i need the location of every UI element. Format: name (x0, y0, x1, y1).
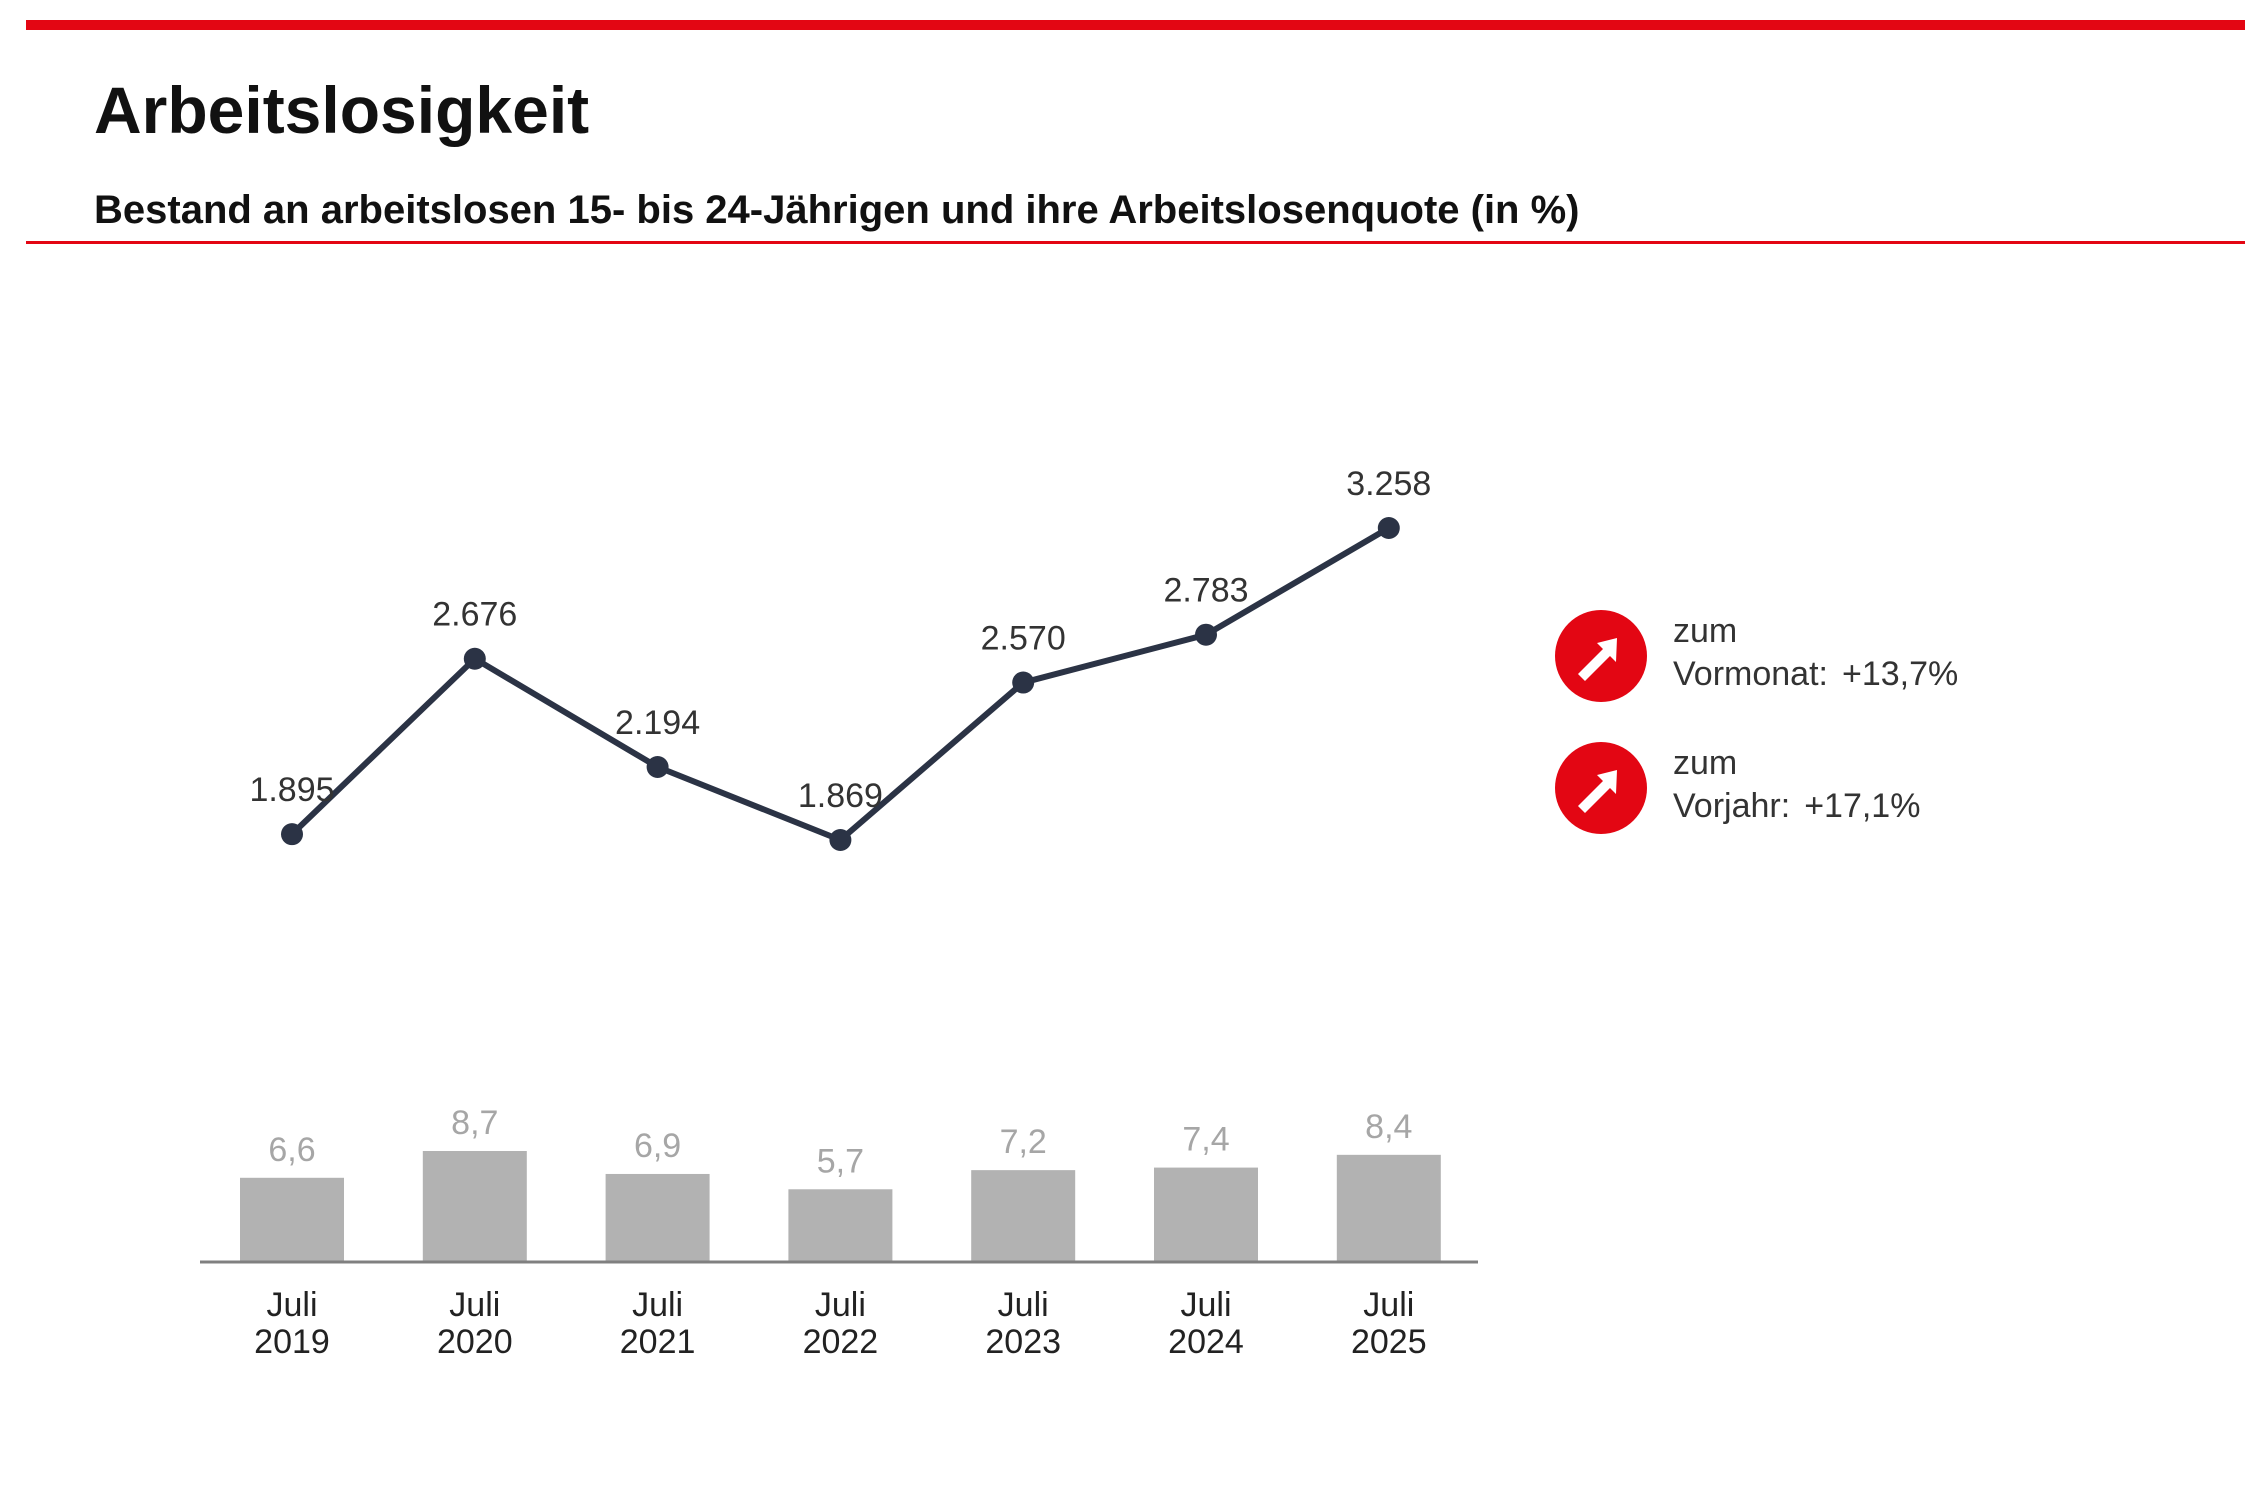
bar-value-label-3: 5,7 (817, 1142, 864, 1180)
x-tick-label-month-1: Juli (449, 1286, 500, 1324)
x-tick-label-month-2: Juli (632, 1286, 683, 1324)
bar-value-label-4: 7,2 (1000, 1123, 1047, 1161)
trend-vormonat-text: zum Vormonat: +13,7% (1673, 610, 1958, 696)
x-tick-label-month-5: Juli (1180, 1286, 1231, 1324)
x-tick-label-year-5: 2024 (1168, 1323, 1244, 1361)
line-value-label-5: 2.783 (1163, 572, 1248, 610)
trend-vormonat-label: Vormonat: (1673, 655, 1828, 693)
trend-vormonat: zum Vormonat: +13,7% (1555, 610, 1958, 702)
line-point-4 (1012, 671, 1035, 694)
bar-0 (240, 1177, 344, 1262)
bar-2 (605, 1173, 710, 1262)
x-tick-label-year-6: 2025 (1351, 1323, 1427, 1361)
top-accent-bar (26, 20, 2245, 30)
trend-vorjahr-value: +17,1% (1804, 787, 1921, 825)
x-tick-label-month-4: Juli (998, 1286, 1049, 1324)
arrow-up-right-icon (1555, 610, 1647, 702)
trend-vorjahr-label: Vorjahr: (1673, 787, 1791, 825)
bar-4 (971, 1170, 1076, 1262)
bar-value-label-0: 6,6 (268, 1131, 315, 1169)
line-point-2 (646, 755, 669, 778)
page-title: Arbeitslosigkeit (94, 73, 590, 147)
x-tick-label-year-3: 2022 (803, 1323, 879, 1361)
trend-vorjahr-line1: zum (1673, 744, 1738, 782)
arrow-up-right-icon (1555, 742, 1647, 834)
line-value-label-3: 1.869 (798, 777, 883, 815)
bar-value-label-1: 8,7 (451, 1104, 498, 1142)
line-value-label-4: 2.570 (981, 620, 1066, 658)
x-tick-label-month-6: Juli (1363, 1286, 1414, 1324)
x-tick-label-year-0: 2019 (254, 1323, 330, 1361)
trend-vorjahr-text: zum Vorjahr: +17,1% (1673, 742, 1920, 828)
subtitle-divider (26, 241, 2245, 244)
bar-3 (788, 1189, 893, 1262)
x-tick-label-year-4: 2023 (985, 1323, 1061, 1361)
x-tick-label-month-0: Juli (266, 1286, 317, 1324)
bar-5 (1154, 1167, 1258, 1262)
line-value-label-1: 2.676 (432, 596, 517, 634)
trend-vormonat-value: +13,7% (1841, 655, 1959, 693)
line-value-label-6: 3.258 (1346, 465, 1431, 503)
line-point-1 (463, 647, 486, 670)
bar-value-label-2: 6,9 (634, 1127, 681, 1165)
line-point-5 (1195, 623, 1217, 646)
bar-6 (1336, 1154, 1441, 1262)
page-subtitle: Bestand an arbeitslosen 15- bis 24-Jähri… (94, 188, 1580, 232)
trend-vormonat-line1: zum (1673, 612, 1738, 650)
trend-vorjahr: zum Vorjahr: +17,1% (1555, 742, 1920, 834)
bar-value-label-5: 7,4 (1182, 1121, 1229, 1159)
x-tick-label-month-3: Juli (815, 1286, 866, 1324)
line-point-6 (1377, 517, 1400, 539)
line-value-label-0: 1.895 (249, 771, 334, 809)
x-tick-label-year-2: 2021 (620, 1323, 696, 1361)
x-tick-label-year-1: 2020 (437, 1323, 513, 1361)
line-point-3 (829, 829, 852, 851)
line-point-0 (281, 823, 303, 846)
bar-1 (422, 1151, 527, 1262)
line-value-label-2: 2.194 (615, 704, 700, 742)
bar-value-label-6: 8,4 (1365, 1108, 1412, 1146)
